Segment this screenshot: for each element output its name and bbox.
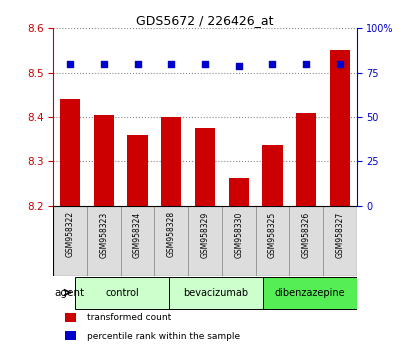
Bar bbox=[87, 206, 120, 276]
Text: GSM958330: GSM958330 bbox=[234, 211, 243, 258]
Point bbox=[168, 61, 174, 67]
Bar bbox=[94, 115, 114, 206]
Point bbox=[268, 61, 275, 67]
Point bbox=[302, 61, 309, 67]
Text: bevacizumab: bevacizumab bbox=[183, 287, 248, 297]
Text: dibenzazepine: dibenzazepine bbox=[274, 287, 344, 297]
Text: GSM958326: GSM958326 bbox=[301, 211, 310, 258]
Bar bbox=[65, 313, 76, 322]
Text: GSM958323: GSM958323 bbox=[99, 211, 108, 258]
Bar bbox=[322, 206, 356, 276]
Bar bbox=[53, 206, 87, 276]
Text: GSM958325: GSM958325 bbox=[267, 211, 276, 258]
Text: GSM958324: GSM958324 bbox=[133, 211, 142, 258]
Text: GSM958322: GSM958322 bbox=[65, 211, 74, 257]
Bar bbox=[262, 145, 282, 206]
Bar bbox=[262, 278, 356, 309]
Bar bbox=[295, 113, 315, 206]
Title: GDS5672 / 226426_at: GDS5672 / 226426_at bbox=[136, 14, 273, 27]
Bar bbox=[188, 206, 221, 276]
Bar bbox=[228, 178, 248, 206]
Text: GSM958329: GSM958329 bbox=[200, 211, 209, 258]
Point bbox=[201, 61, 208, 67]
Bar bbox=[65, 331, 76, 340]
Point bbox=[100, 61, 107, 67]
Bar bbox=[169, 278, 262, 309]
Point bbox=[67, 61, 73, 67]
Text: GSM958328: GSM958328 bbox=[166, 211, 175, 257]
Point bbox=[235, 63, 241, 68]
Text: GSM958327: GSM958327 bbox=[335, 211, 344, 258]
Point bbox=[336, 61, 342, 67]
Bar bbox=[154, 206, 188, 276]
Bar bbox=[75, 278, 169, 309]
Text: control: control bbox=[105, 287, 139, 297]
Text: percentile rank within the sample: percentile rank within the sample bbox=[86, 332, 239, 341]
Bar bbox=[289, 206, 322, 276]
Bar bbox=[329, 51, 349, 206]
Point bbox=[134, 61, 141, 67]
Bar bbox=[120, 206, 154, 276]
Bar bbox=[161, 117, 181, 206]
Bar bbox=[127, 135, 147, 206]
Bar bbox=[60, 99, 80, 206]
Text: agent: agent bbox=[55, 287, 85, 297]
Bar bbox=[194, 128, 215, 206]
Bar bbox=[255, 206, 289, 276]
Text: transformed count: transformed count bbox=[86, 313, 171, 322]
Bar bbox=[221, 206, 255, 276]
